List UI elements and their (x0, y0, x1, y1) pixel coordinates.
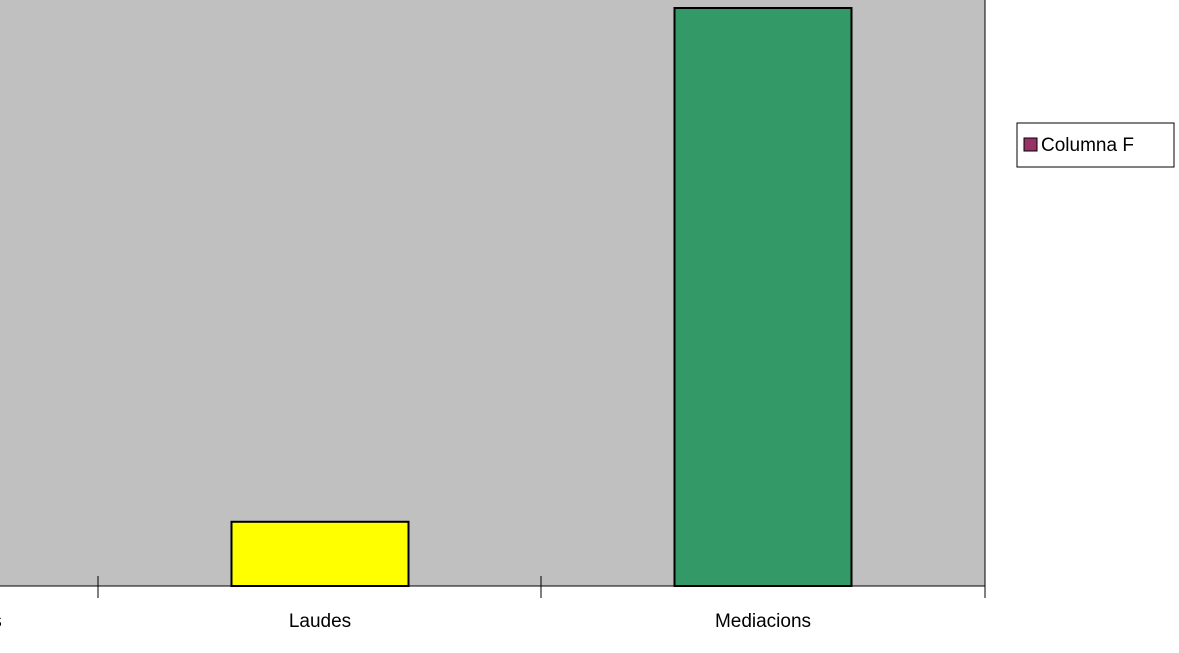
category-labels: s Laudes Mediacions (0, 611, 811, 632)
bar-mediacions (673, 7, 853, 587)
category-label: Mediacions (715, 611, 811, 632)
bar-laudes (230, 520, 410, 587)
legend-box (1016, 122, 1175, 168)
legend: Columna F (1016, 122, 1175, 168)
category-label: s (0, 611, 2, 632)
category-label: Laudes (289, 611, 351, 632)
bars-group (230, 7, 853, 587)
legend-label: Columna F (1041, 135, 1134, 156)
x-axis (0, 0, 986, 598)
legend-swatch (1023, 137, 1038, 152)
